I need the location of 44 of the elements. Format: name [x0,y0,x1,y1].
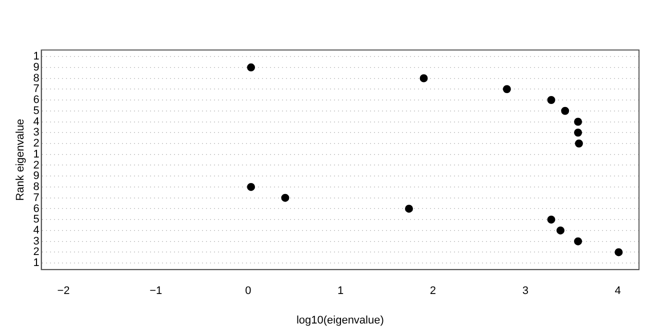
y-tick-label: 9 [33,61,40,74]
y-tick-label: 9 [33,170,40,182]
point [404,204,413,213]
point [561,106,570,115]
y-tick-label: 8 [33,181,40,194]
y-tick-label: 7 [33,83,40,96]
x-tick-label: 3 [522,285,528,298]
x-tick-label: −1 [150,285,162,298]
y-tick-label: 4 [33,224,40,236]
y-tick-label: 1 [33,50,40,63]
x-tick-label: 4 [614,285,621,298]
y-tick-label: 1 [33,257,40,270]
y-tick-label: 8 [33,72,40,84]
y-tick-label: 7 [33,192,40,204]
point [547,216,556,224]
point [574,118,582,126]
point [574,139,583,148]
x-tick-label: 1 [338,285,344,298]
x-axis-title: log10(eigenvalue) [296,314,384,326]
x-tick-label: −2 [57,285,70,298]
y-tick-label: 3 [33,126,40,139]
point [547,96,556,104]
y-tick-label: 6 [33,202,40,215]
x-tick-label: 2 [430,285,436,298]
point [556,226,564,234]
y-axis-title: Rank eigenvalue [14,118,27,201]
y-tick-label: 1 [33,148,40,160]
x-tick-label: 0 [245,285,252,298]
y-tick-label: 4 [33,116,40,128]
y-tick-label: 6 [33,94,40,106]
y-tick-label: 2 [33,246,40,258]
point [281,194,290,202]
point [574,237,582,246]
y-tick-label: 5 [33,214,40,226]
point [247,63,256,72]
point [574,128,582,137]
point [420,74,428,82]
y-tick-label: 3 [33,235,40,248]
y-tick-label: 2 [33,159,40,172]
point [247,182,256,191]
y-tick-label: 2 [33,138,40,150]
y-tick-label: 5 [33,104,40,117]
point [502,85,511,94]
point [614,248,623,256]
